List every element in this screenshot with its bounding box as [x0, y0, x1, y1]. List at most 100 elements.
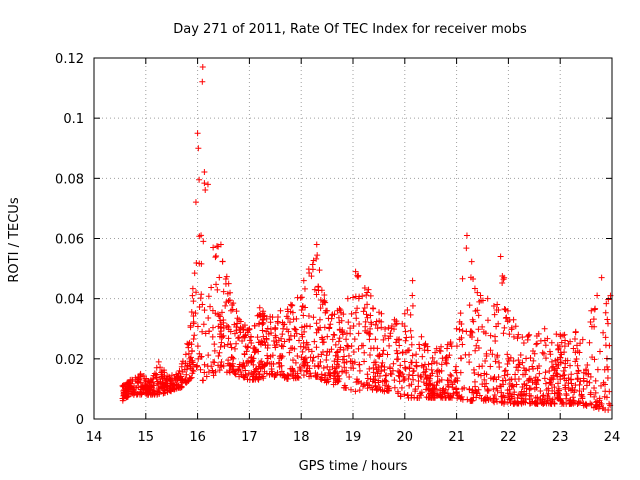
data-point — [331, 373, 338, 380]
data-point — [399, 349, 406, 356]
data-point — [330, 370, 337, 377]
y-tick-label: 0.1 — [63, 112, 84, 127]
data-point — [384, 351, 391, 358]
data-point — [225, 335, 232, 342]
data-point — [328, 312, 335, 319]
data-point — [591, 384, 598, 391]
data-point — [334, 348, 341, 355]
data-point — [554, 380, 561, 387]
data-point — [215, 352, 222, 359]
data-point — [210, 372, 217, 379]
data-point — [345, 319, 352, 326]
data-point — [425, 394, 432, 401]
data-point — [220, 324, 227, 331]
data-point — [355, 345, 362, 352]
data-point — [336, 319, 343, 326]
data-point — [342, 384, 349, 391]
data-point — [138, 390, 145, 397]
data-point — [498, 399, 505, 406]
data-point — [495, 320, 502, 327]
data-point — [211, 341, 218, 348]
data-point — [317, 305, 324, 312]
data-point — [376, 384, 383, 391]
data-point — [264, 352, 271, 359]
data-point — [254, 334, 261, 341]
data-point — [325, 315, 332, 322]
data-point — [406, 371, 413, 378]
data-point — [263, 335, 270, 342]
data-point-peak — [199, 64, 206, 71]
data-point — [556, 387, 563, 394]
data-point — [242, 367, 249, 374]
data-point — [300, 356, 307, 363]
data-point — [374, 325, 381, 332]
data-point — [218, 323, 225, 330]
data-point — [211, 347, 218, 354]
data-point — [605, 366, 612, 373]
data-point — [401, 358, 408, 365]
data-point — [380, 347, 387, 354]
data-point — [567, 362, 574, 369]
data-point — [260, 333, 267, 340]
data-point — [409, 352, 416, 359]
data-point-peak — [256, 304, 263, 311]
data-point — [523, 385, 530, 392]
data-point — [483, 350, 490, 357]
data-point — [158, 373, 165, 380]
data-point — [119, 397, 126, 404]
data-point — [485, 396, 492, 403]
data-point — [137, 379, 144, 386]
data-point — [320, 298, 327, 305]
data-point — [413, 363, 420, 370]
data-point-peak — [401, 310, 408, 317]
data-point — [533, 380, 540, 387]
data-point — [319, 336, 326, 343]
data-point — [447, 371, 454, 378]
data-point — [453, 363, 460, 370]
data-point — [305, 266, 312, 273]
data-point — [216, 331, 223, 338]
data-point — [406, 382, 413, 389]
data-point-peak — [557, 331, 564, 338]
data-point — [350, 348, 357, 355]
data-point — [400, 374, 407, 381]
data-point — [592, 377, 599, 384]
data-point — [205, 369, 212, 376]
data-point — [340, 346, 347, 353]
data-point — [199, 78, 206, 85]
data-point — [198, 353, 205, 360]
data-point — [482, 357, 489, 364]
data-point — [530, 357, 537, 364]
data-point — [491, 311, 498, 318]
chart-title: Day 271 of 2011, Rate Of TEC Index for r… — [173, 22, 527, 37]
data-point — [501, 372, 508, 379]
data-point — [591, 323, 598, 330]
data-point — [286, 349, 293, 356]
data-point — [270, 360, 277, 367]
data-point — [321, 291, 328, 298]
data-point — [429, 354, 436, 361]
data-point — [504, 307, 511, 314]
data-point — [533, 341, 540, 348]
data-point — [201, 361, 208, 368]
data-point — [550, 363, 557, 370]
data-point — [378, 367, 385, 374]
data-point — [233, 340, 240, 347]
data-point — [407, 327, 414, 334]
data-point — [334, 377, 341, 384]
data-point — [299, 333, 306, 340]
data-point — [228, 307, 235, 314]
data-point — [231, 321, 238, 328]
data-point — [494, 301, 501, 308]
data-point — [422, 371, 429, 378]
data-point — [294, 374, 301, 381]
x-tick-label: 19 — [345, 430, 362, 445]
data-point — [316, 267, 323, 274]
data-point — [526, 386, 533, 393]
data-point — [491, 374, 498, 381]
data-point — [438, 393, 445, 400]
data-point — [487, 347, 494, 354]
data-point — [261, 339, 268, 346]
data-point — [555, 362, 562, 369]
